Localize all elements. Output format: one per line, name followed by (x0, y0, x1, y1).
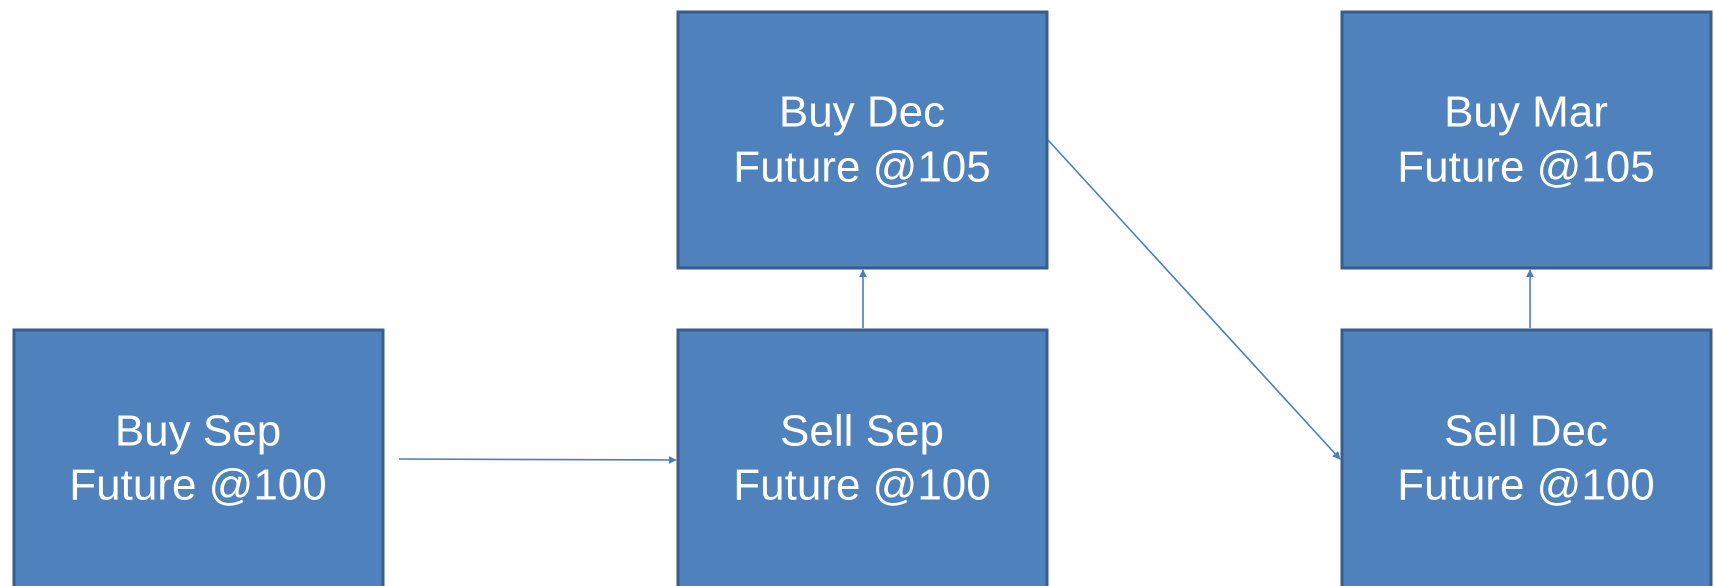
node: Buy Mar Future @105 (1340, 10, 1713, 270)
node: Sell Dec Future @100 (1340, 328, 1713, 586)
node-box (1340, 328, 1713, 586)
node: Buy Sep Future @100 (12, 328, 385, 586)
node-label: Future @100 (733, 461, 990, 510)
node-box (12, 328, 385, 586)
node-box (676, 10, 1049, 270)
node-label: Buy Sep (115, 407, 281, 456)
node-label: Future @105 (1397, 143, 1654, 192)
node: Sell Sep Future @100 (676, 328, 1049, 586)
node-label: Future @105 (733, 143, 990, 192)
node-box (1340, 10, 1713, 270)
node-label: Buy Mar (1444, 88, 1608, 137)
node: Buy Dec Future @105 (676, 10, 1049, 270)
node-label: Sell Dec (1444, 407, 1608, 456)
node-box (676, 328, 1049, 586)
arrow (1047, 139, 1341, 460)
node-label: Future @100 (1397, 461, 1654, 510)
node-label: Future @100 (69, 461, 326, 510)
node-label: Sell Sep (780, 407, 944, 456)
arrow (398, 455, 677, 464)
node-label: Buy Dec (779, 88, 945, 137)
